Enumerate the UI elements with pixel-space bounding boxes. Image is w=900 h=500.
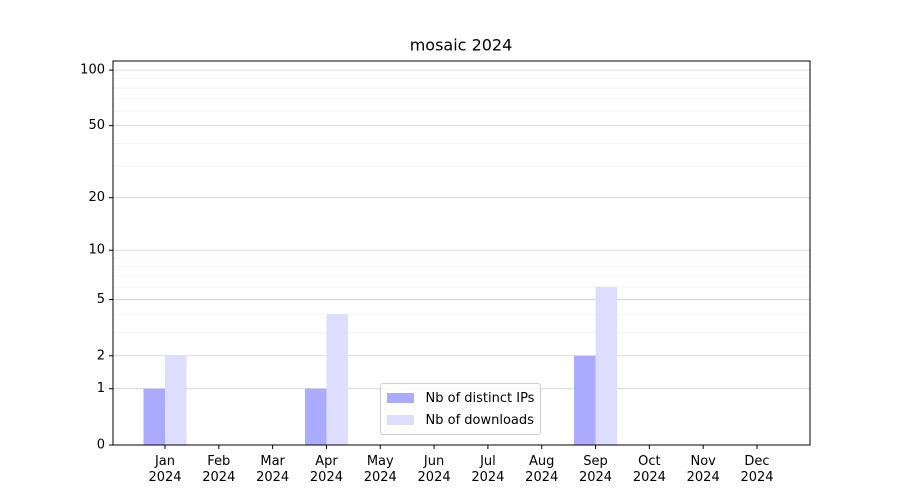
- x-tick-label: Sep 2024: [578, 454, 613, 485]
- x-tick-label: Apr 2024: [309, 454, 343, 485]
- y-tick-label: 5: [97, 292, 105, 307]
- x-tick-label: Oct 2024: [632, 454, 666, 485]
- y-tick-label: 1: [97, 381, 105, 396]
- y-tick-label: 2: [97, 348, 105, 363]
- y-tick-label: 10: [88, 243, 105, 258]
- plot-frame: [112, 60, 811, 446]
- x-tick-label: Nov 2024: [686, 454, 720, 485]
- x-tick-label: Mar 2024: [256, 454, 290, 485]
- bar: [595, 286, 618, 445]
- x-tick-label: Dec 2024: [740, 454, 774, 485]
- bar: [304, 388, 327, 445]
- bar: [165, 355, 187, 445]
- legend-item: Nb of downloads: [386, 409, 535, 431]
- legend-swatch: [386, 393, 414, 403]
- y-tick-label: 20: [88, 190, 105, 205]
- legend-label: Nb of distinct IPs: [425, 390, 535, 406]
- x-tick-label: Jun 2024: [417, 454, 451, 485]
- x-tick-label: Feb 2024: [202, 454, 236, 485]
- legend-label: Nb of downloads: [425, 412, 534, 428]
- chart-title: mosaic 2024: [410, 36, 513, 55]
- legend: Nb of distinct IPs Nb of downloads: [379, 383, 542, 435]
- bar: [574, 355, 596, 445]
- bar: [143, 388, 165, 445]
- y-tick-label: 50: [88, 118, 105, 133]
- bar: [326, 314, 348, 445]
- legend-swatch: [386, 415, 414, 425]
- x-tick-label: Aug 2024: [525, 454, 559, 485]
- x-tick-label: Jul 2024: [471, 454, 505, 485]
- y-tick-label: 100: [80, 63, 105, 78]
- x-tick-label: May 2024: [363, 454, 397, 485]
- x-tick-label: Jan 2024: [148, 454, 182, 485]
- y-tick-label: 0: [97, 438, 105, 453]
- legend-item: Nb of distinct IPs: [386, 387, 535, 409]
